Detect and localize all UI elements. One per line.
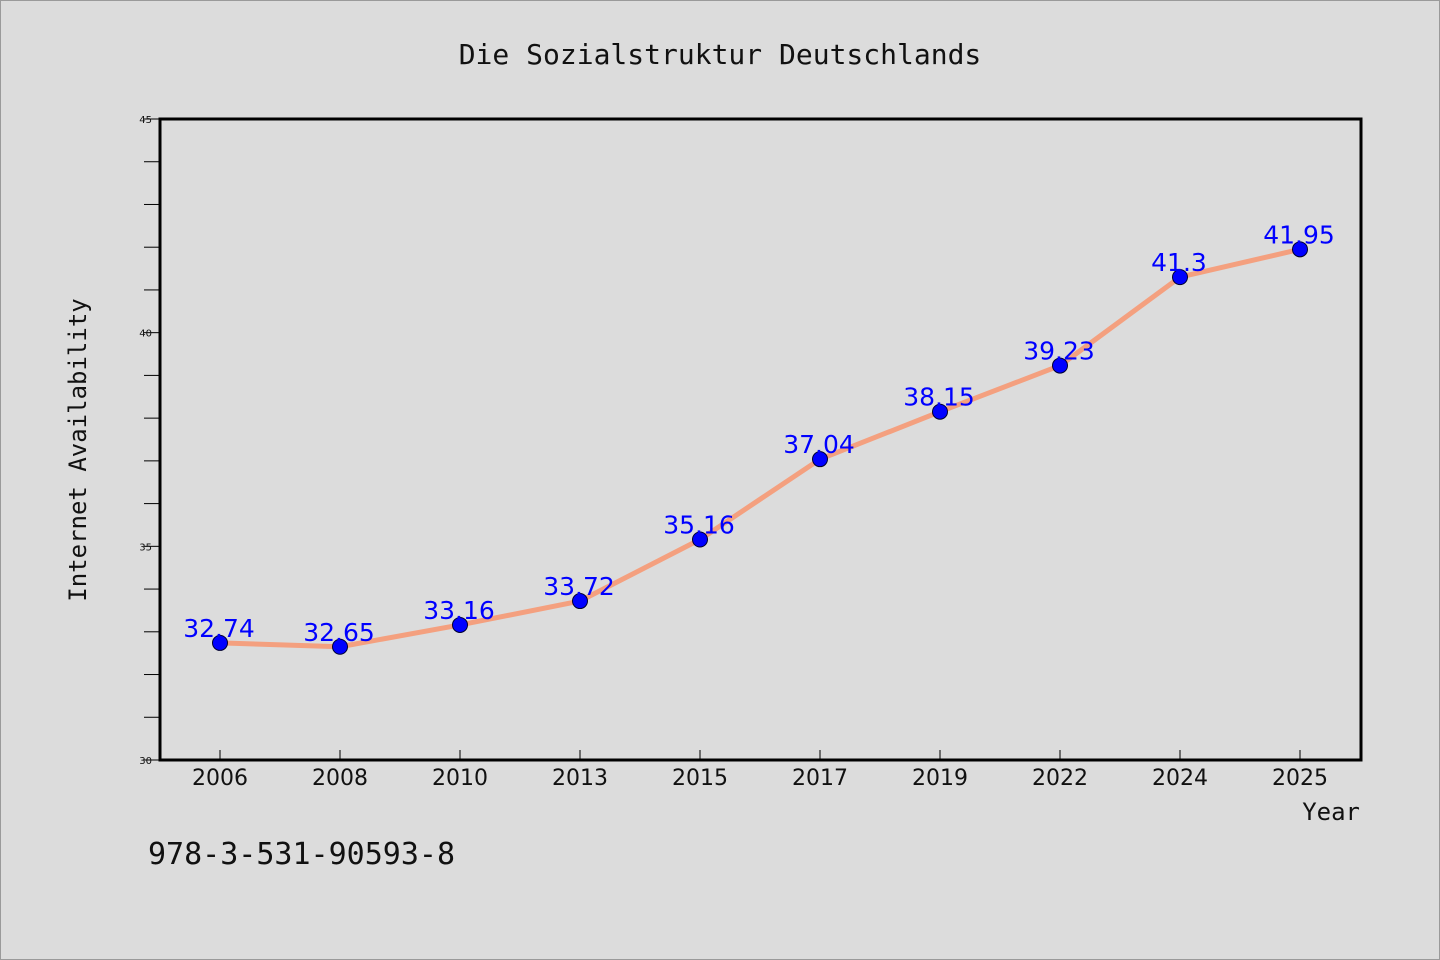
data-labels: 32.74 32.65 33.16 33.72 35.16 37.04 38.15 39.23… (183, 220, 1335, 646)
x-axis-ticks: 2006 2008 2010 2013 2015 2017 2019 2022 2024 2025 (192, 750, 1328, 791)
series-markers (212, 241, 1308, 655)
data-point (1172, 269, 1188, 286)
data-point (332, 638, 348, 655)
data-point (1292, 241, 1308, 258)
x-tick-label: 2006 (192, 766, 248, 791)
data-point (452, 616, 468, 633)
plot-area-border (158, 117, 1363, 762)
data-label: 39.23 (1023, 337, 1095, 366)
x-tick-label: 2013 (552, 766, 608, 791)
data-label: 33.16 (423, 596, 495, 625)
data-label: 41.3 (1151, 248, 1207, 277)
x-axis-title: Year (1302, 798, 1360, 826)
x-tick-label: 2025 (1272, 766, 1328, 791)
data-label: 35.16 (663, 510, 735, 539)
x-tick-label: 2024 (1152, 766, 1208, 791)
y-tick-label: 40 (139, 329, 152, 340)
data-label: 32.65 (303, 618, 375, 647)
y-axis-title: Internet Availability (64, 298, 92, 601)
data-point (932, 403, 948, 420)
data-label: 32.74 (183, 614, 255, 643)
data-point (212, 634, 228, 651)
data-point (572, 593, 588, 610)
chart-title: Die Sozialstruktur Deutschlands (459, 38, 982, 71)
x-tick-label: 2022 (1032, 766, 1088, 791)
data-label: 38.15 (903, 383, 975, 412)
x-tick-label: 2008 (312, 766, 368, 791)
data-label: 41.95 (1263, 220, 1335, 249)
x-tick-label: 2019 (912, 766, 968, 791)
y-tick-label: 30 (139, 756, 152, 767)
data-label: 33.72 (543, 572, 615, 601)
data-label: 37.04 (783, 430, 855, 459)
footnote-text: 978-3-531-90593-8 (148, 837, 455, 872)
y-axis-ticks: 30 35 40 45 (139, 115, 160, 767)
x-tick-label: 2010 (432, 766, 488, 791)
x-tick-label: 2017 (792, 766, 848, 791)
data-point (692, 531, 708, 548)
data-point (812, 451, 828, 468)
y-tick-label: 35 (139, 542, 152, 553)
y-tick-label: 45 (139, 115, 152, 126)
series-line (217, 246, 1303, 650)
data-point (1052, 357, 1068, 374)
x-tick-label: 2015 (672, 766, 728, 791)
